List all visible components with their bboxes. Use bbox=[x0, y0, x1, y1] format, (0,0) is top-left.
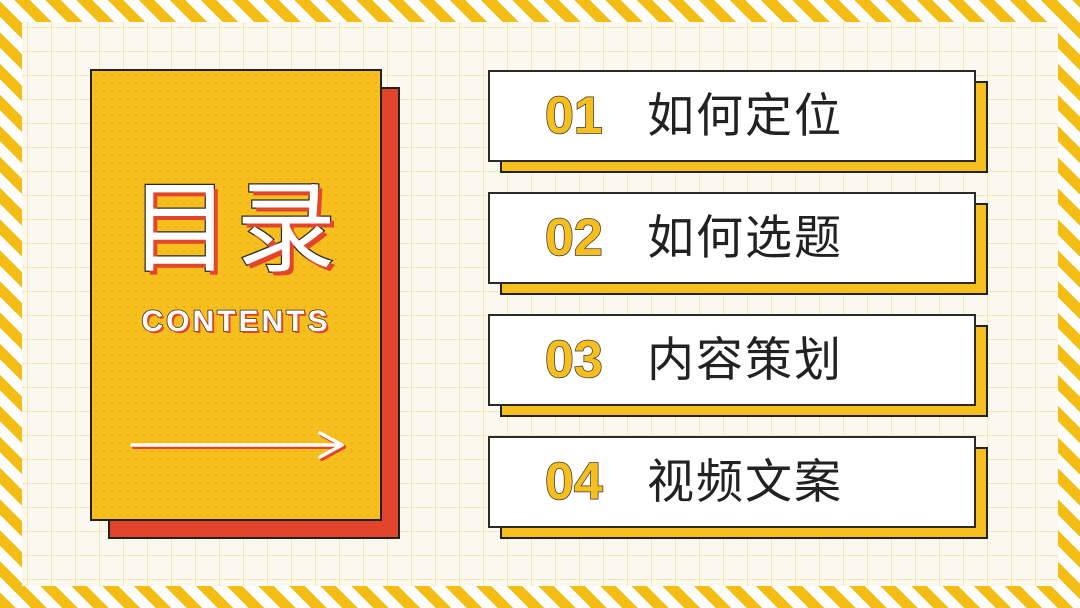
menu-item-positioning[interactable]: 01 如何定位 bbox=[488, 70, 976, 162]
menu-item-topic-selection[interactable]: 02 如何选题 bbox=[488, 192, 976, 284]
menu-item-label: 如何选题 bbox=[647, 210, 843, 266]
menu-item-number: 03 bbox=[544, 331, 603, 389]
menu-item-label: 如何定位 bbox=[647, 88, 843, 144]
menu-item-number: 04 bbox=[544, 453, 603, 511]
arrow-right-icon bbox=[130, 431, 346, 461]
menu-item-video-copy[interactable]: 04 视频文案 bbox=[488, 436, 976, 528]
menu-item-number: 02 bbox=[544, 209, 603, 267]
menu-item-number: 01 bbox=[544, 87, 603, 145]
menu-item-label: 视频文案 bbox=[647, 454, 843, 510]
title-card: 目录 CONTENTS bbox=[90, 69, 382, 521]
page-title: 目录 bbox=[129, 170, 342, 287]
page-subtitle: CONTENTS bbox=[141, 304, 331, 339]
menu-item-content-planning[interactable]: 03 内容策划 bbox=[488, 314, 976, 406]
menu-item-label: 内容策划 bbox=[647, 332, 843, 388]
